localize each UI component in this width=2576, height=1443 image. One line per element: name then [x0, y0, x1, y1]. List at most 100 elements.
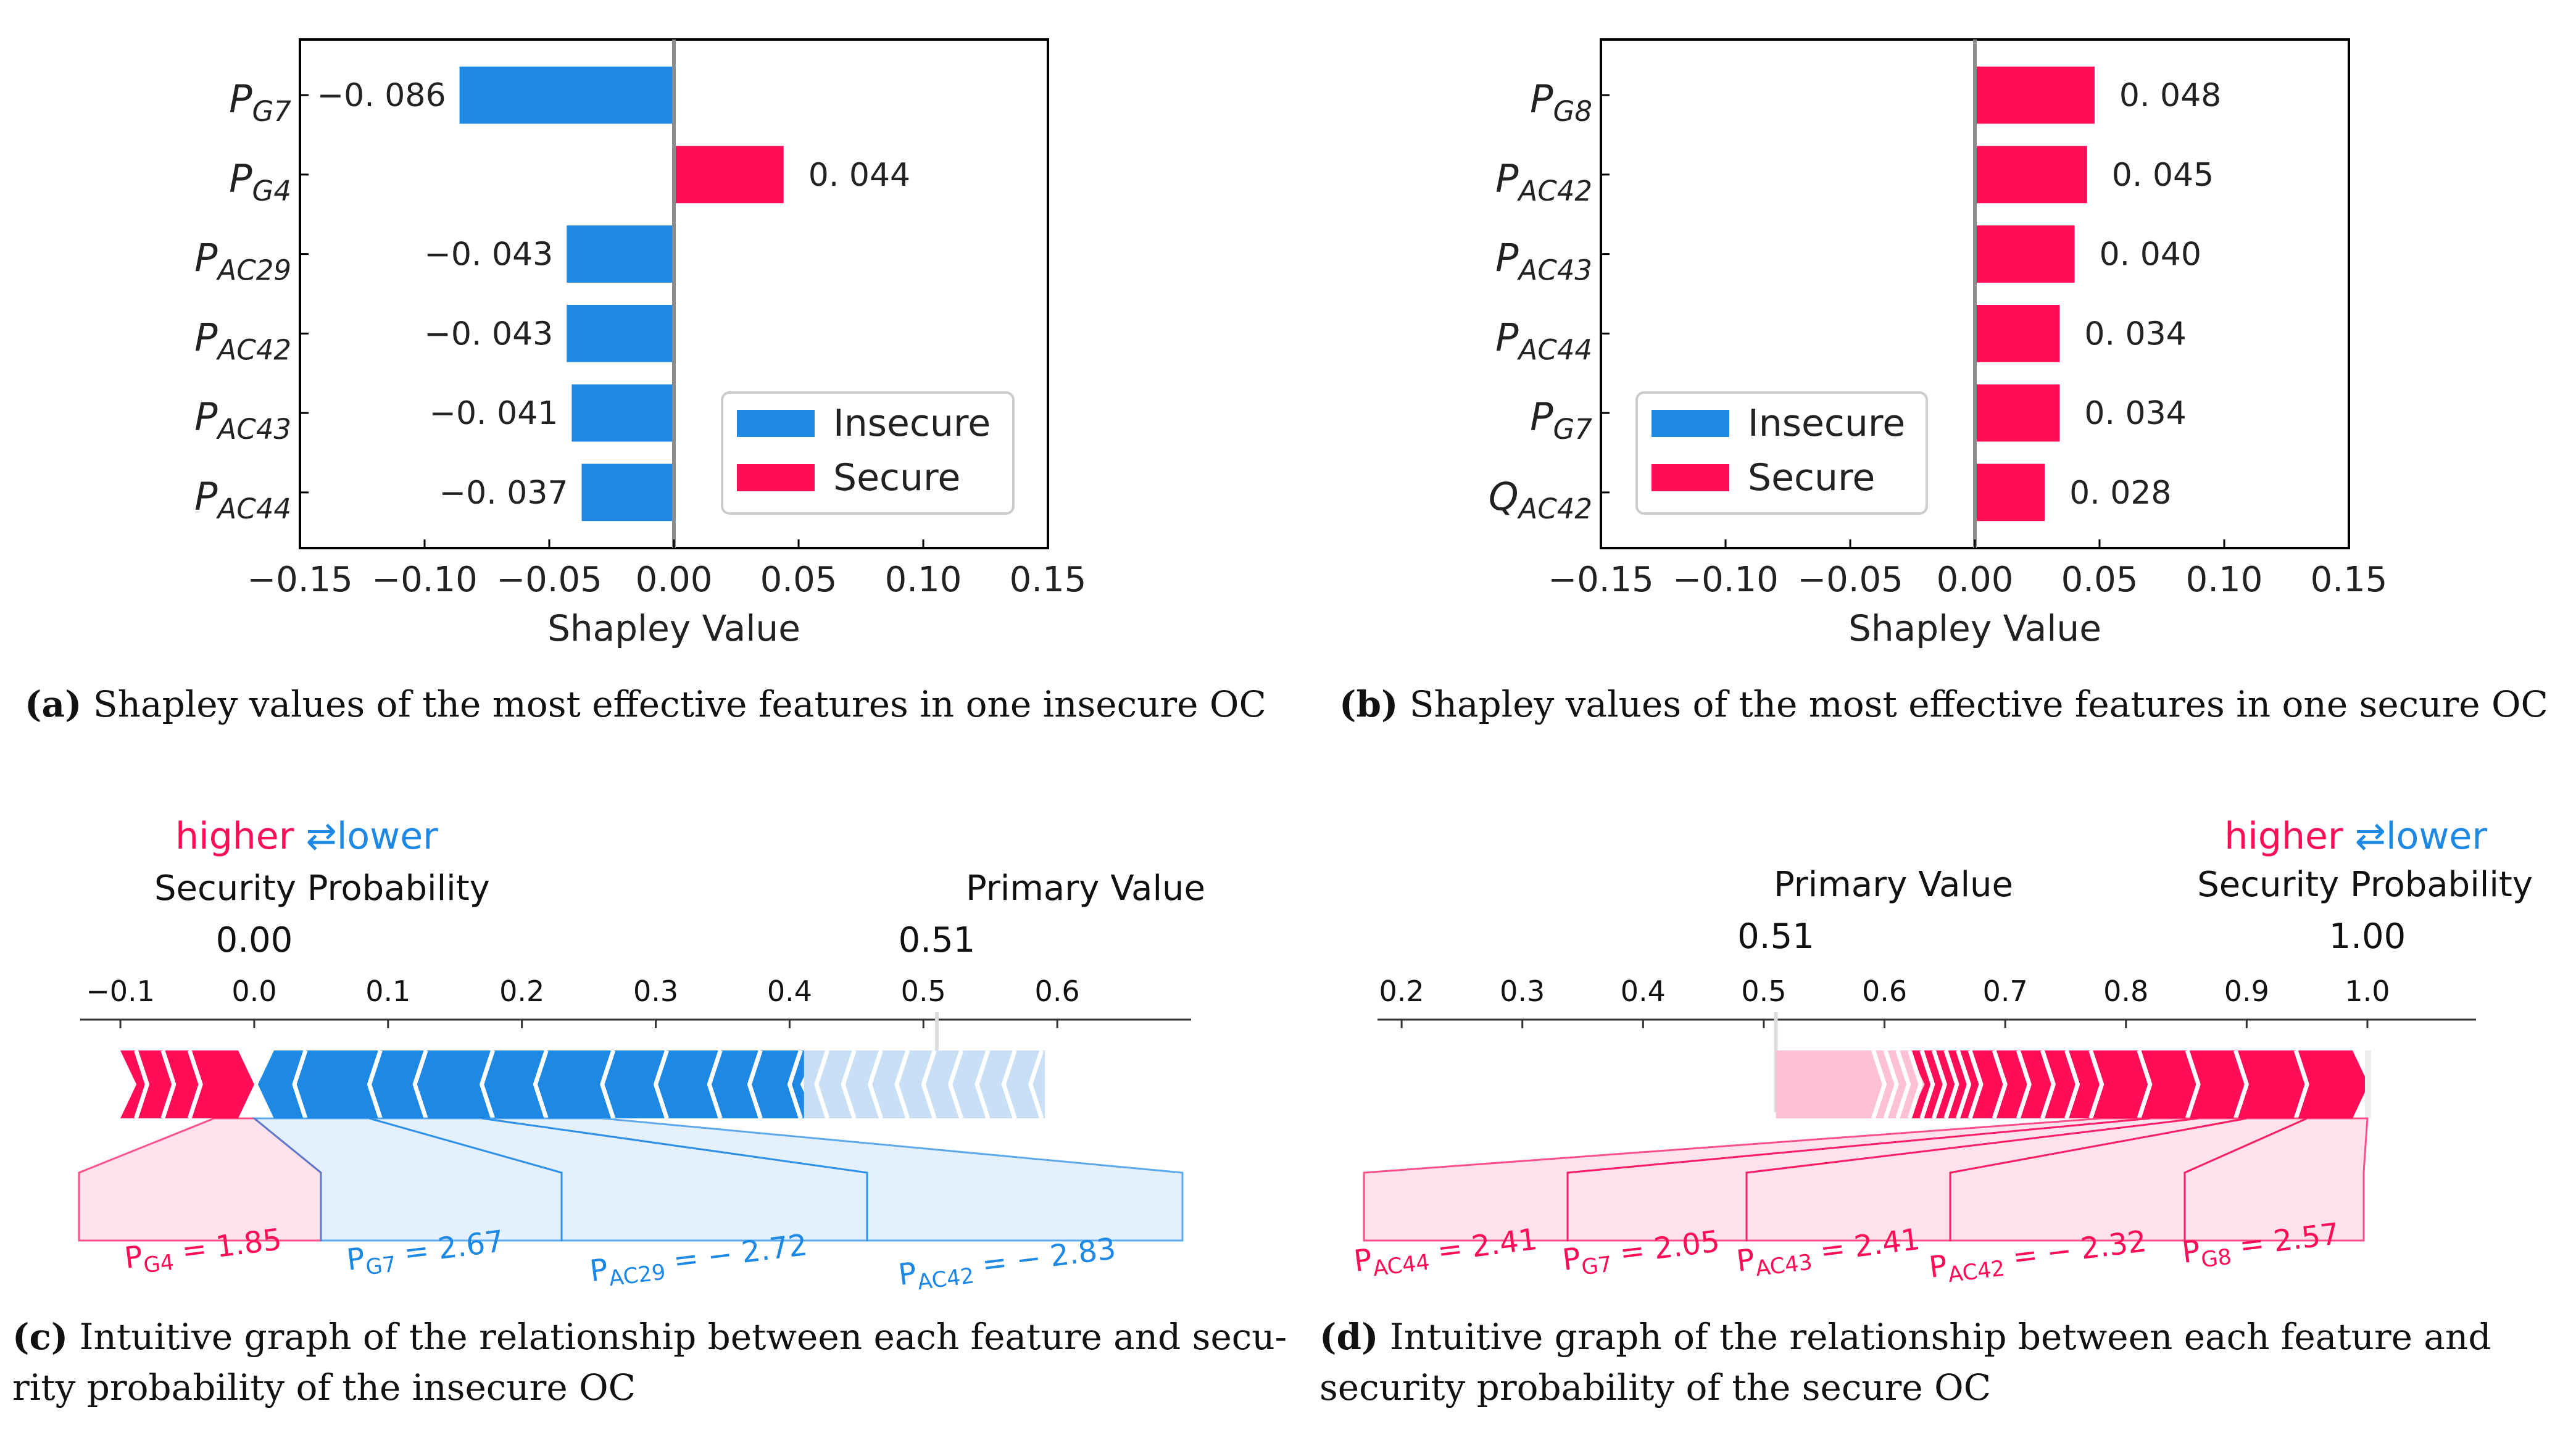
bar-divider	[948, 1049, 963, 1120]
caption-c: (c) Intuitive graph of the relationship …	[12, 1312, 1287, 1413]
x-axis-label: Shapley Value	[1848, 607, 2101, 649]
feature-group: PG7 = 2.67	[251, 1117, 563, 1280]
bar-divider	[841, 1049, 857, 1120]
bar-value-label: −0. 086	[317, 77, 446, 114]
x-tick-label: −0.05	[1797, 560, 1903, 600]
bar	[1975, 384, 2060, 442]
legend-label: Secure	[1748, 456, 1875, 499]
x-tick-label: 0.00	[636, 560, 713, 600]
bar-divider	[1907, 1049, 1923, 1120]
caption-d: (d) Intuitive graph of the relationship …	[1319, 1312, 2491, 1413]
bar-divider	[1956, 1049, 1971, 1120]
bar	[1975, 66, 2095, 124]
bar-divider	[654, 1049, 669, 1120]
bar-divider	[1001, 1049, 1017, 1120]
base-label: Primary Value	[1774, 865, 2013, 905]
x-tick-label: −0.10	[372, 560, 478, 600]
bar	[1975, 305, 2060, 362]
y-tick-label: PAC43	[194, 394, 291, 446]
bar-value-label: −0. 043	[424, 236, 553, 273]
x-axis-label: Shapley Value	[547, 607, 800, 649]
legend-swatch	[1652, 464, 1729, 491]
bar	[567, 305, 674, 362]
force-tick-label: 0.3	[633, 975, 678, 1008]
caption-a-text: Shapley values of the most effective fea…	[93, 683, 1266, 725]
bar-value-label: 0. 028	[2069, 475, 2171, 512]
x-tick-label: 0.10	[885, 560, 962, 600]
bar-divider	[707, 1049, 723, 1120]
bar-divider	[1883, 1049, 1899, 1120]
y-tick-label: PAC44	[194, 474, 291, 525]
caption-b-tag: (b)	[1339, 683, 1398, 725]
output-value: 1.00	[2329, 917, 2406, 957]
bar-divider	[1992, 1049, 2008, 1120]
caption-a: (a) Shapley values of the most effective…	[25, 679, 1266, 730]
bar	[581, 464, 674, 522]
bar-divider	[1943, 1049, 1959, 1120]
y-tick-label: PAC42	[1495, 156, 1592, 207]
bar-divider	[292, 1049, 308, 1120]
bar-divider	[2040, 1049, 2056, 1120]
legend-label: Secure	[833, 456, 960, 499]
bar-divider	[134, 1049, 149, 1120]
base-value: 0.51	[1737, 917, 1814, 957]
feature-label: PAC42 = − 2.83	[897, 1231, 1119, 1297]
bar-divider	[1967, 1049, 1984, 1120]
caption-d-text1: Intuitive graph of the relationship betw…	[1389, 1316, 2491, 1358]
force-tick-label: 0.8	[2103, 975, 2148, 1008]
output-marker	[2364, 1050, 2371, 1118]
bar-divider	[1895, 1049, 1911, 1120]
shapley-bar-chart-insecure: −0. 086 PG7 0. 044 PG4 −0. 043 PAC29 −0. 043 PA…	[194, 38, 1087, 649]
x-tick-label: 0.00	[1937, 560, 2014, 600]
x-tick-label: 0.05	[2061, 560, 2138, 600]
x-tick-label: 0.15	[1010, 560, 1087, 600]
bar-divider	[480, 1049, 495, 1120]
bar-divider	[921, 1049, 937, 1120]
caption-d-line1: (d) Intuitive graph of the relationship …	[1319, 1312, 2491, 1362]
bar-divider	[367, 1049, 383, 1120]
force-tick-label: 0.6	[1035, 975, 1080, 1008]
bar-divider	[2185, 1049, 2201, 1120]
output-label: Security Probability	[2197, 865, 2533, 905]
bar-value-label: −0. 037	[439, 475, 568, 512]
bar-divider	[868, 1049, 883, 1120]
force-tick-label: 0.4	[1621, 975, 1666, 1008]
bar-divider	[1871, 1049, 1887, 1120]
bar-divider	[2137, 1049, 2153, 1120]
y-tick-label: PG8	[1530, 77, 1592, 128]
bar-value-label: 0. 044	[808, 157, 910, 194]
bar-value-label: 0. 034	[2084, 315, 2186, 352]
bar-divider	[187, 1049, 203, 1120]
force-plot-insecure: higher ⇄lower Security Probability 0.00 Pri…	[78, 815, 1205, 1297]
caption-b: (b) Shapley values of the most effective…	[1339, 679, 2548, 730]
force-tick-label: 0.2	[499, 975, 544, 1008]
y-tick-label: PAC43	[1495, 236, 1592, 287]
bar	[674, 146, 784, 204]
legend: Insecure Secure	[721, 391, 1015, 515]
x-tick-label: 0.15	[2311, 560, 2388, 600]
bar-divider	[2088, 1049, 2104, 1120]
x-tick-label: −0.15	[247, 560, 353, 600]
caption-c-text1: Intuitive graph of the relationship betw…	[79, 1316, 1287, 1358]
y-tick-label: PAC44	[1495, 315, 1592, 366]
force-tick-label: 0.1	[365, 975, 410, 1008]
legend-label: Insecure	[833, 402, 991, 445]
bar-value-label: 0. 045	[2112, 157, 2214, 194]
higher-lower-legend: higher ⇄lower	[2224, 815, 2487, 858]
y-tick-label: PAC42	[194, 315, 291, 366]
bar-divider	[2293, 1049, 2309, 1120]
bar	[571, 384, 674, 442]
force-tick-label: 0.2	[1379, 975, 1424, 1008]
x-tick-label: −0.15	[1548, 560, 1654, 600]
legend-label: Insecure	[1748, 402, 1905, 445]
force-tick-label: 0.5	[901, 975, 946, 1008]
bar-divider	[412, 1049, 428, 1120]
feature-connector	[2183, 1117, 2369, 1242]
bar-divider	[1028, 1049, 1044, 1120]
bar-divider	[814, 1049, 830, 1120]
caption-c-line1: (c) Intuitive graph of the relationship …	[12, 1312, 1287, 1362]
positive-bar	[120, 1050, 254, 1118]
force-tick-label: 1.0	[2345, 975, 2390, 1008]
x-tick-label: −0.05	[496, 560, 602, 600]
bar-divider	[533, 1049, 549, 1120]
